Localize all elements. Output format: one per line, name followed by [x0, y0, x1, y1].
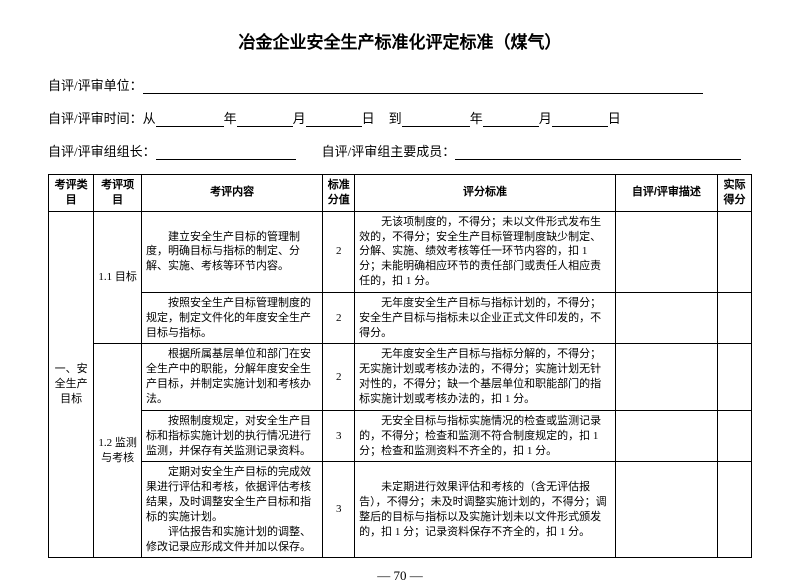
actual-cell — [717, 462, 751, 558]
desc-cell — [615, 292, 717, 344]
from-day-blank — [306, 111, 362, 127]
table-row: 按照制度规定，对安全生产目标和指标实施计划的执行情况进行监测，并保存有关监测记录… — [49, 410, 752, 462]
to-day-blank — [552, 111, 608, 127]
table-row: 一、安全生产目标 1.1 目标 建立安全生产目标的管理制度，明确目标与指标的制定… — [49, 211, 752, 292]
score-cell: 2 — [323, 344, 355, 410]
content-cell: 建立安全生产目标的管理制度，明确目标与指标的制定、分解、实施、考核等环节内容。 — [141, 211, 322, 292]
th-item: 考评项目 — [94, 175, 142, 212]
actual-cell — [717, 344, 751, 410]
table-header-row: 考评类目 考评项目 考评内容 标准分值 评分标准 自评/评审描述 实际得分 — [49, 175, 752, 212]
score-cell: 3 — [323, 410, 355, 462]
month-label-2: 月 — [539, 108, 552, 127]
members-blank — [455, 144, 741, 160]
item-cell-2: 1.2 监测与考核 — [94, 344, 142, 558]
table-row: 按照安全生产目标管理制度的规定，制定文件化的年度安全生产目标与指标。 2 无年度… — [49, 292, 752, 344]
score-cell: 2 — [323, 211, 355, 292]
content-cell: 按照制度规定，对安全生产目标和指标实施计划的执行情况进行监测，并保存有关监测记录… — [141, 410, 322, 462]
unit-line: 自评/评审单位： — [48, 75, 752, 94]
members-label: 自评/评审组主要成员： — [322, 141, 456, 160]
year-label-1: 年 — [224, 108, 237, 127]
item-cell-1: 1.1 目标 — [94, 211, 142, 344]
table-row: 定期对安全生产目标的完成效果进行评估和考核，依据评估考核结果，及时调整安全生产目… — [49, 462, 752, 558]
th-std-score: 标准分值 — [323, 175, 355, 212]
day-label-2: 日 — [608, 108, 621, 127]
month-label-1: 月 — [293, 108, 306, 127]
criteria-cell: 无年度安全生产目标与指标分解的，不得分；无实施计划或考核办法的，不得分；实施计划… — [355, 344, 616, 410]
to-month-blank — [483, 111, 539, 127]
score-cell: 2 — [323, 292, 355, 344]
leader-label: 自评/评审组组长： — [48, 141, 156, 160]
unit-label: 自评/评审单位： — [48, 75, 143, 94]
time-prefix: 自评/评审时间：从 — [48, 108, 156, 127]
year-label-2: 年 — [470, 108, 483, 127]
criteria-cell: 无年度安全生产目标与指标计划的，不得分；安全生产目标与指标未以企业正式文件印发的… — [355, 292, 616, 344]
page-number: — 70 — — [48, 568, 752, 584]
th-content: 考评内容 — [141, 175, 322, 212]
th-desc: 自评/评审描述 — [615, 175, 717, 212]
evaluation-table: 考评类目 考评项目 考评内容 标准分值 评分标准 自评/评审描述 实际得分 一、… — [48, 174, 752, 558]
leader-line: 自评/评审组组长： 自评/评审组主要成员： — [48, 141, 752, 160]
desc-cell — [615, 462, 717, 558]
criteria-cell: 未定期进行效果评估和考核的（含无评估报告），不得分；未及时调整实施计划的，不得分… — [355, 462, 616, 558]
content-cell: 按照安全生产目标管理制度的规定，制定文件化的年度安全生产目标与指标。 — [141, 292, 322, 344]
actual-cell — [717, 410, 751, 462]
th-criteria: 评分标准 — [355, 175, 616, 212]
content-cell: 定期对安全生产目标的完成效果进行评估和考核，依据评估考核结果，及时调整安全生产目… — [141, 462, 322, 558]
unit-blank — [143, 78, 703, 94]
from-year-blank — [156, 111, 224, 127]
th-category: 考评类目 — [49, 175, 94, 212]
table-row: 1.2 监测与考核 根据所属基层单位和部门在安全生产中的职能，分解年度安全生产目… — [49, 344, 752, 410]
to-year-blank — [402, 111, 470, 127]
actual-cell — [717, 211, 751, 292]
criteria-cell: 无该项制度的，不得分；未以文件形式发布生效的，不得分；安全生产目标管理制度缺少制… — [355, 211, 616, 292]
criteria-cell: 无安全目标与指标实施情况的检查或监测记录的，不得分；检查和监测不符合制度规定的，… — [355, 410, 616, 462]
content-cell: 根据所属基层单位和部门在安全生产中的职能，分解年度安全生产目标，并制定实施计划和… — [141, 344, 322, 410]
desc-cell — [615, 211, 717, 292]
from-month-blank — [237, 111, 293, 127]
score-cell: 3 — [323, 462, 355, 558]
th-actual: 实际得分 — [717, 175, 751, 212]
to-label: 到 — [389, 108, 402, 127]
category-cell: 一、安全生产目标 — [49, 211, 94, 558]
actual-cell — [717, 292, 751, 344]
page-title: 冶金企业安全生产标准化评定标准（煤气） — [48, 28, 752, 53]
desc-cell — [615, 344, 717, 410]
leader-blank — [156, 144, 296, 160]
time-line: 自评/评审时间：从 年 月 日 到 年 月 日 — [48, 108, 752, 127]
desc-cell — [615, 410, 717, 462]
day-label-1: 日 — [362, 108, 375, 127]
